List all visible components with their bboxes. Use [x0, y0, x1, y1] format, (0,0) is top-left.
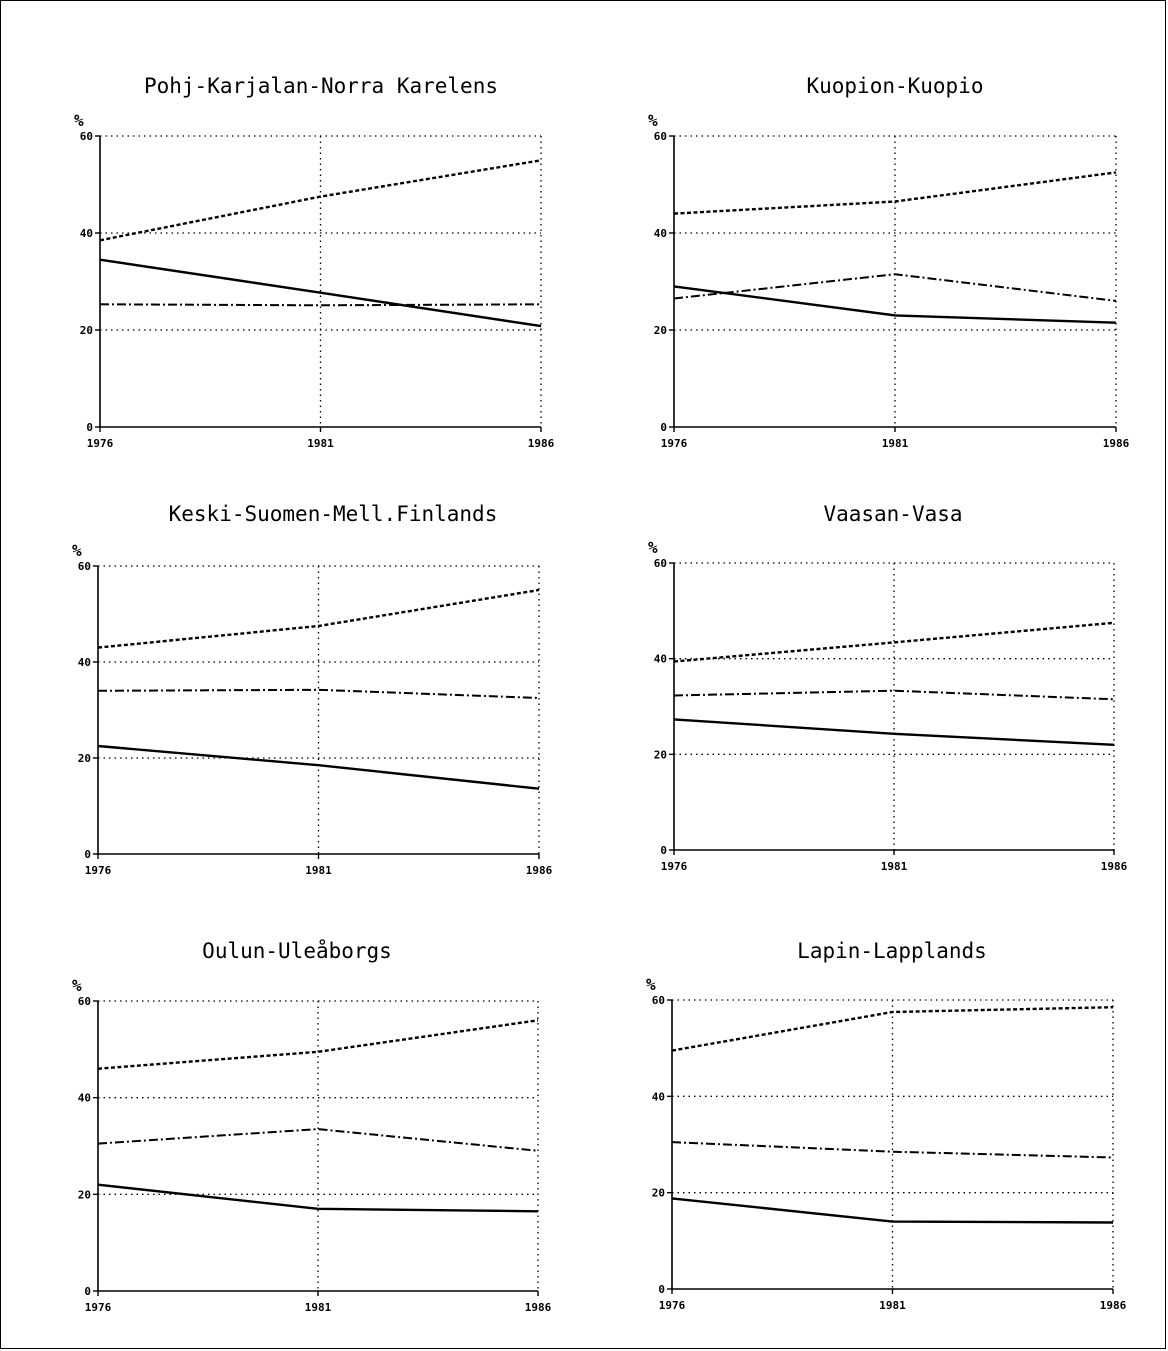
- y-tick-label: 40: [80, 227, 93, 240]
- y-axis-unit-label: %: [72, 976, 82, 995]
- x-tick-label: 1981: [882, 437, 909, 450]
- chart-panel-4: Vaasan-Vasa% 0 20 40 60 1976 1981 1986: [648, 502, 1128, 873]
- series-line-dash-dot: [673, 273, 1117, 302]
- series-line-solid: [97, 744, 540, 790]
- x-tick-label: 1981: [307, 437, 334, 450]
- chart-panel-1: Pohj-Karjalan-Norra Karelens% 0 20 40 60 1976…: [74, 74, 555, 450]
- series-line-dashed: [97, 1019, 539, 1070]
- y-tick-label: 60: [652, 994, 665, 1007]
- y-axis-unit-label: %: [646, 975, 656, 994]
- y-tick-label: 60: [654, 557, 667, 570]
- series-line-dash-dot: [99, 303, 542, 307]
- series-line-solid: [673, 718, 1115, 746]
- x-tick-label: 1976: [661, 437, 688, 450]
- chart-panel-3: Keski-Suomen-Mell.Finlands% 0 20 40 60 1976 19…: [72, 502, 553, 877]
- series-line-solid: [673, 285, 1117, 324]
- y-tick-label: 0: [660, 844, 667, 857]
- series-line-dash-dot: [97, 1128, 539, 1152]
- chart-title: Pohj-Karjalan-Norra Karelens: [144, 74, 498, 98]
- y-tick-label: 0: [660, 421, 667, 434]
- y-tick-label: 20: [80, 324, 93, 337]
- chart-title: Kuopion-Kuopio: [806, 74, 983, 98]
- chart-title: Keski-Suomen-Mell.Finlands: [169, 502, 498, 526]
- y-tick-label: 60: [654, 130, 667, 143]
- chart-panel-2: Kuopion-Kuopio% 0 20 40 60 1976 1981 1986: [648, 74, 1130, 450]
- y-tick-label: 0: [86, 421, 93, 434]
- x-tick-label: 1986: [526, 864, 553, 877]
- y-tick-label: 40: [78, 1092, 91, 1105]
- x-tick-label: 1976: [659, 1299, 686, 1312]
- x-tick-label: 1981: [305, 1301, 332, 1314]
- y-tick-label: 20: [654, 748, 667, 761]
- chart-panel-5: Oulun-Uleåborgs% 0 20 40 60 1976 1981 1986: [72, 938, 552, 1314]
- y-tick-label: 20: [652, 1187, 665, 1200]
- y-tick-label: 20: [78, 752, 91, 765]
- chart-title: Lapin-Lapplands: [797, 939, 987, 963]
- y-tick-label: 0: [658, 1283, 665, 1296]
- y-tick-label: 40: [654, 227, 667, 240]
- y-tick-label: 60: [80, 130, 93, 143]
- chart-title: Oulun-Uleåborgs: [202, 938, 392, 963]
- chart-title: Vaasan-Vasa: [823, 502, 962, 526]
- y-axis-unit-label: %: [72, 541, 82, 560]
- y-tick-label: 40: [654, 653, 667, 666]
- series-line-dash-dot: [97, 688, 540, 699]
- y-tick-label: 20: [654, 324, 667, 337]
- y-tick-label: 60: [78, 560, 91, 573]
- series-line-solid: [97, 1183, 539, 1213]
- series-line-dash-dot: [673, 689, 1115, 701]
- x-tick-label: 1986: [528, 437, 555, 450]
- x-tick-label: 1976: [661, 860, 688, 873]
- series-line-dashed: [97, 588, 540, 649]
- series-line-dashed: [673, 171, 1117, 215]
- chart-panel-6: Lapin-Lapplands% 0 20 40 60 1976 1981 1986: [646, 939, 1127, 1312]
- x-tick-label: 1986: [1101, 860, 1128, 873]
- x-tick-label: 1986: [1103, 437, 1130, 450]
- series-line-dashed: [671, 1006, 1114, 1052]
- x-tick-label: 1981: [881, 860, 908, 873]
- x-tick-label: 1976: [85, 1301, 112, 1314]
- x-tick-label: 1976: [85, 864, 112, 877]
- y-axis-unit-label: %: [74, 111, 84, 130]
- series-line-dash-dot: [671, 1141, 1114, 1159]
- y-axis-unit-label: %: [648, 538, 658, 557]
- y-axis-unit-label: %: [648, 111, 658, 130]
- x-tick-label: 1976: [87, 437, 114, 450]
- series-line-dashed: [673, 621, 1115, 663]
- series-line-solid: [671, 1197, 1114, 1224]
- y-tick-label: 40: [652, 1090, 665, 1103]
- x-tick-label: 1986: [1100, 1299, 1127, 1312]
- series-line-solid: [99, 258, 542, 328]
- y-tick-label: 40: [78, 656, 91, 669]
- y-tick-label: 0: [84, 848, 91, 861]
- x-tick-label: 1981: [879, 1299, 906, 1312]
- y-tick-label: 20: [78, 1188, 91, 1201]
- series-line-dashed: [99, 159, 542, 242]
- x-tick-label: 1981: [305, 864, 332, 877]
- y-tick-label: 0: [84, 1285, 91, 1298]
- x-tick-label: 1986: [525, 1301, 552, 1314]
- y-tick-label: 60: [78, 995, 91, 1008]
